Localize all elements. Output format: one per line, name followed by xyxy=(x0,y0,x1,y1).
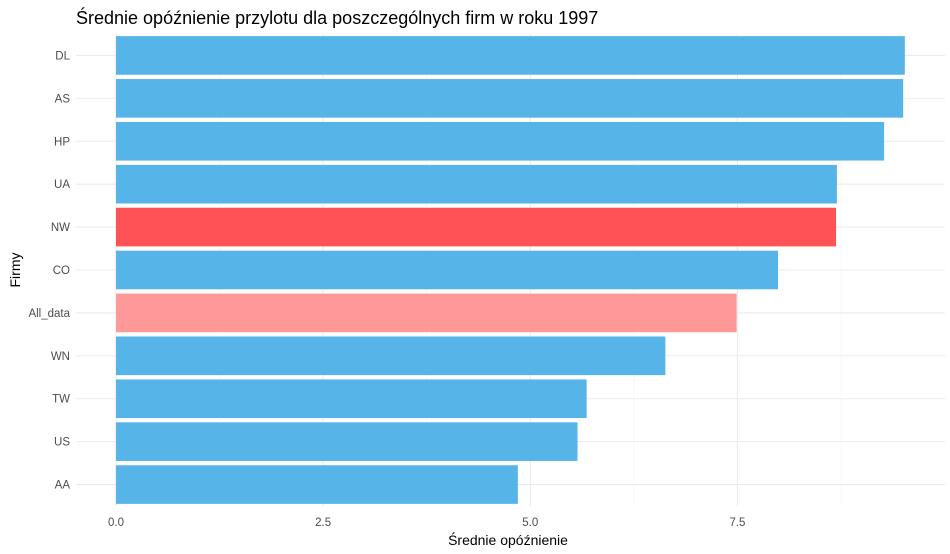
x-tick-label: 2.5 xyxy=(315,517,331,529)
y-tick-label: NW xyxy=(51,222,70,234)
bars xyxy=(116,36,905,504)
bar-dl xyxy=(116,36,905,75)
y-tick-label: TW xyxy=(52,394,70,406)
y-tick-label: DL xyxy=(55,50,70,62)
bar-hp xyxy=(116,121,885,161)
y-tick-label: WN xyxy=(51,351,70,363)
x-tick-labels: 0.0 2.5 5.0 7.5 xyxy=(108,517,745,529)
bar-nw xyxy=(116,207,837,247)
y-tick-label: CO xyxy=(53,265,70,277)
y-axis-title: Firmy xyxy=(7,253,23,288)
y-tick-label: All_data xyxy=(28,308,70,320)
bar-tw xyxy=(116,379,587,419)
bar-co xyxy=(116,250,779,290)
x-axis-title: Średnie opóźnienie xyxy=(448,531,568,548)
y-tick-label: AA xyxy=(55,480,71,492)
bar-as xyxy=(116,79,904,118)
bar-ua xyxy=(116,164,837,204)
bar-wn xyxy=(116,336,666,376)
x-tick-label: 0.0 xyxy=(108,517,124,529)
y-tick-label: HP xyxy=(54,136,70,148)
bar-aa xyxy=(116,465,518,504)
y-tick-label: AS xyxy=(55,93,71,105)
y-tick-label: UA xyxy=(54,179,70,191)
y-tick-labels: DL AS HP UA NW CO All_data WN TW US AA xyxy=(28,50,70,491)
bar-all-data xyxy=(116,293,737,333)
bar-us xyxy=(116,422,578,461)
x-tick-label: 7.5 xyxy=(729,517,745,529)
chart-title: Średnie opóźnienie przylotu dla poszczeg… xyxy=(76,7,598,28)
x-tick-label: 5.0 xyxy=(522,517,538,529)
y-tick-label: US xyxy=(54,437,70,449)
